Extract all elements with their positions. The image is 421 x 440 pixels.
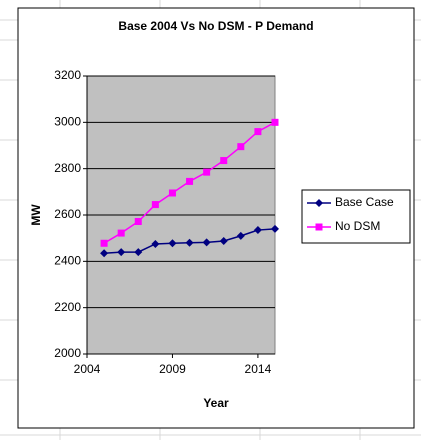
x-tick-label: 2004 bbox=[74, 362, 101, 376]
x-axis-label: Year bbox=[203, 396, 229, 410]
point bbox=[134, 248, 143, 257]
point bbox=[168, 189, 176, 197]
point bbox=[151, 239, 160, 248]
point bbox=[168, 239, 177, 248]
legend-marker bbox=[315, 199, 323, 207]
y-tick-label: 2800 bbox=[54, 161, 81, 175]
point bbox=[237, 143, 245, 151]
y-tick-label: 2000 bbox=[54, 346, 81, 360]
y-tick-label: 3200 bbox=[54, 68, 81, 82]
point bbox=[117, 248, 126, 257]
chart-title: Base 2004 Vs No DSM - P Demand bbox=[118, 19, 313, 33]
point bbox=[134, 217, 142, 225]
y-tick-label: 3000 bbox=[54, 115, 81, 129]
point bbox=[254, 128, 262, 136]
point bbox=[271, 118, 279, 126]
point bbox=[202, 238, 211, 247]
y-tick-label: 2600 bbox=[54, 207, 81, 221]
point bbox=[100, 249, 109, 258]
point bbox=[203, 168, 211, 176]
point bbox=[236, 231, 245, 240]
point bbox=[271, 224, 279, 233]
point bbox=[186, 177, 194, 185]
y-tick-label: 2200 bbox=[54, 300, 81, 314]
point bbox=[100, 239, 108, 247]
y-axis-label: MW bbox=[29, 204, 43, 226]
legend-marker bbox=[315, 223, 323, 231]
point bbox=[220, 157, 228, 165]
point bbox=[117, 229, 125, 237]
legend-label: No DSM bbox=[335, 219, 380, 233]
point bbox=[151, 201, 159, 209]
y-tick-label: 2400 bbox=[54, 254, 81, 268]
point bbox=[219, 236, 228, 245]
point bbox=[185, 238, 194, 247]
legend bbox=[301, 189, 411, 244]
x-tick-label: 2009 bbox=[159, 362, 186, 376]
legend-label: Base Case bbox=[335, 195, 394, 209]
point bbox=[253, 226, 262, 235]
x-tick-label: 2014 bbox=[245, 362, 272, 376]
